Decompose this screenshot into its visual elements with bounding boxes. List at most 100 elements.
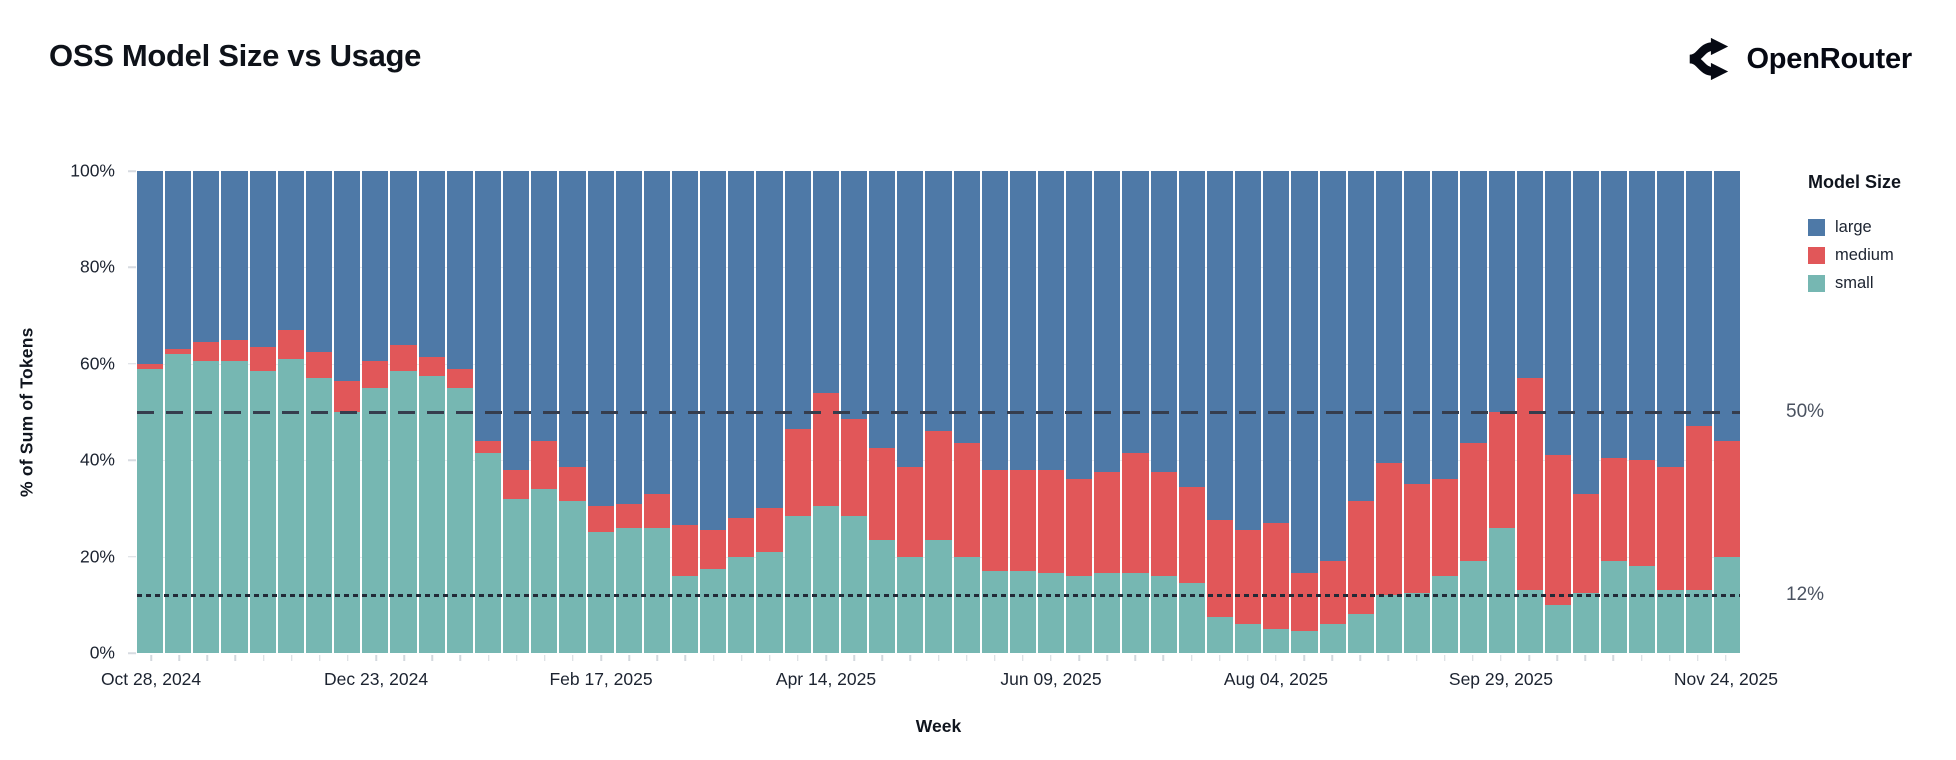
bar-segment-large — [1460, 171, 1487, 444]
bar-segment-small — [643, 527, 670, 653]
bar-segment-small — [221, 361, 248, 653]
bar-segment-small — [334, 411, 361, 653]
x-tick-mark — [403, 655, 405, 661]
x-tick-label: Nov 24, 2025 — [1673, 669, 1778, 689]
bar-segment-medium — [1094, 472, 1121, 574]
bar-segment-large — [1319, 171, 1346, 562]
x-tick-mark — [262, 655, 265, 661]
bar-week-2025-06-23 — [1094, 171, 1121, 653]
bar-segment-large — [503, 171, 530, 470]
bar-segment-small — [418, 375, 445, 653]
bar-segment-large — [869, 171, 896, 449]
bar-week-2025-07-28 — [1235, 171, 1262, 653]
x-tick-mark — [881, 655, 883, 661]
bar-week-2025-06-16 — [1066, 171, 1093, 653]
bar-week-2025-06-09 — [1038, 171, 1065, 653]
x-tick-mark — [909, 655, 912, 661]
bar-segment-medium — [840, 419, 868, 516]
bar-segment-medium — [474, 440, 502, 453]
bar-segment-medium — [812, 392, 839, 506]
bar-segment-large — [1122, 171, 1149, 453]
bar-segment-medium — [1432, 479, 1459, 576]
bar-segment-large — [1347, 171, 1374, 502]
bar-week-2025-09-15 — [1432, 171, 1459, 653]
y-tick-mark — [128, 652, 136, 654]
bar-week-2025-08-04 — [1263, 171, 1290, 653]
bar-segment-large — [531, 171, 558, 441]
bar-segment-medium — [925, 431, 952, 540]
bar-segment-large — [1657, 171, 1684, 468]
bar-segment-large — [1038, 171, 1065, 470]
bar-segment-large — [953, 171, 980, 444]
bar-segment-small — [953, 556, 980, 653]
bar-segment-small — [615, 527, 642, 653]
bar-segment-small — [1657, 590, 1684, 653]
bar-segment-small — [531, 489, 558, 653]
bar-segment-large — [193, 171, 220, 343]
x-tick-mark — [375, 655, 377, 661]
reference-line-50% — [137, 411, 1740, 414]
bar-segment-medium — [503, 469, 530, 499]
bar-segment-large — [334, 171, 361, 381]
bar-segment-small — [1685, 590, 1712, 653]
x-tick-mark — [1528, 655, 1530, 661]
x-tick-mark — [487, 655, 490, 661]
bar-segment-medium — [559, 467, 586, 502]
x-tick-mark — [572, 655, 574, 661]
legend-item-large: large — [1808, 213, 1901, 241]
bar-week-2025-01-20 — [474, 171, 502, 653]
bar-segment-medium — [1347, 501, 1374, 615]
bar-segment-medium — [615, 503, 642, 528]
y-tick-label: 80% — [79, 256, 115, 277]
legend-items: large medium small — [1808, 213, 1901, 297]
x-tick-mark — [1218, 655, 1221, 661]
bar-week-2025-06-30 — [1122, 171, 1149, 653]
bar-segment-small — [1713, 556, 1740, 653]
x-tick-mark — [1415, 655, 1418, 661]
bar-segment-large — [446, 171, 473, 369]
x-tick-mark — [825, 655, 827, 661]
bar-segment-medium — [1544, 455, 1571, 605]
bar-week-2024-11-04 — [165, 171, 192, 653]
bar-segment-small — [812, 505, 839, 653]
x-tick-mark — [1359, 655, 1362, 661]
y-tick-label: 60% — [79, 353, 115, 374]
bar-week-2025-06-02 — [1009, 171, 1036, 653]
x-tick-mark — [515, 655, 518, 661]
bar-segment-small — [1319, 624, 1346, 653]
x-tick-mark — [1612, 655, 1615, 661]
x-tick-mark — [290, 655, 293, 661]
bar-segment-large — [1572, 171, 1600, 494]
bar-week-2025-11-17 — [1685, 171, 1712, 653]
bar-segment-medium — [165, 349, 192, 355]
x-tick-mark — [628, 655, 630, 661]
bar-segment-large — [587, 171, 614, 506]
bar-segment-medium — [1066, 479, 1093, 576]
bar-segment-small — [981, 571, 1008, 653]
bar-segment-small — [1009, 571, 1036, 653]
x-tick-mark — [347, 655, 349, 661]
x-tick-mark — [1697, 655, 1699, 661]
bar-segment-small — [362, 387, 389, 653]
legend: Model Size large medium small — [1808, 172, 1901, 297]
bar-week-2025-08-18 — [1319, 171, 1346, 653]
bar-week-2025-02-24 — [615, 171, 642, 653]
bar-segment-small — [840, 515, 868, 653]
bar-segment-medium — [1685, 426, 1712, 591]
x-tick-mark — [178, 655, 180, 661]
legend-item-medium: medium — [1808, 241, 1901, 269]
bar-segment-small — [671, 575, 699, 653]
bar-segment-medium — [249, 346, 276, 372]
bar-segment-large — [559, 171, 586, 468]
bar-segment-large — [925, 171, 952, 432]
bar-week-2025-02-03 — [531, 171, 558, 653]
openrouter-brand: OpenRouter — [1686, 36, 1912, 82]
bar-segment-medium — [221, 339, 248, 362]
bar-segment-small — [249, 371, 276, 653]
x-tick-label: Dec 23, 2024 — [323, 669, 429, 689]
bar-segment-medium — [390, 344, 417, 372]
bar-segment-large — [137, 171, 164, 364]
bar-segment-medium — [305, 351, 333, 379]
bar-segment-large — [643, 171, 670, 494]
